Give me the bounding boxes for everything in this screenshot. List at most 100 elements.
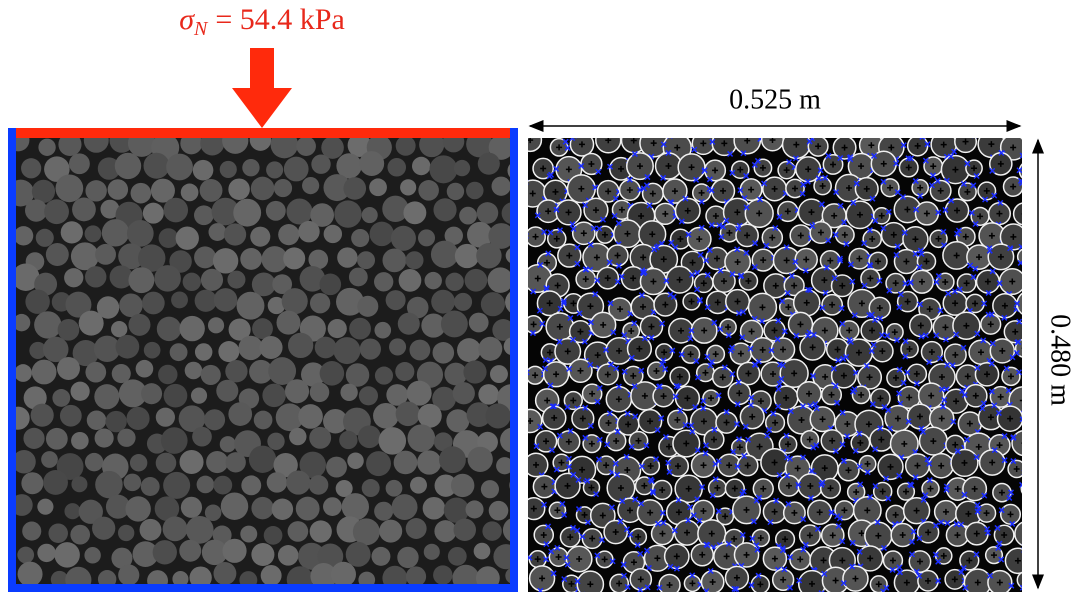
grain — [201, 269, 223, 291]
grain — [266, 201, 286, 221]
contact-mark — [1025, 222, 1030, 227]
grain — [208, 223, 226, 241]
grain — [370, 222, 394, 246]
grain — [163, 516, 188, 541]
grain — [130, 454, 147, 471]
grain — [418, 404, 442, 428]
grain — [108, 179, 128, 199]
grain — [194, 205, 214, 225]
grain — [158, 365, 177, 384]
grain — [251, 543, 274, 566]
grain — [192, 427, 212, 447]
grain — [286, 471, 310, 495]
grain — [488, 267, 514, 293]
grain — [463, 360, 486, 383]
contact-mark — [645, 128, 650, 133]
grain — [136, 360, 154, 378]
grain — [382, 248, 406, 272]
grain — [227, 271, 245, 289]
grain — [179, 450, 203, 474]
grain — [238, 336, 262, 360]
grain — [389, 338, 406, 355]
contact-mark — [667, 133, 672, 138]
grain — [468, 447, 493, 472]
grain — [240, 248, 262, 270]
grain — [220, 161, 237, 178]
grain — [112, 364, 131, 383]
grain — [400, 179, 416, 195]
grain — [204, 409, 225, 430]
grain — [194, 246, 216, 268]
grain — [267, 472, 288, 493]
grain — [37, 499, 53, 515]
grain — [434, 520, 456, 542]
grain — [186, 516, 214, 544]
grain — [375, 367, 393, 385]
grain-outline — [1014, 203, 1036, 225]
grain-center — [1026, 168, 1032, 174]
contact-mark — [1035, 523, 1040, 528]
grain — [240, 526, 257, 543]
grain — [119, 294, 143, 318]
grain — [278, 545, 299, 566]
grain — [392, 494, 418, 520]
grain — [249, 446, 276, 473]
grain — [366, 451, 391, 476]
grain — [105, 411, 126, 432]
grain — [118, 525, 134, 541]
grain-outline — [1021, 480, 1038, 497]
grain — [131, 183, 152, 204]
grain — [476, 243, 501, 268]
grain — [395, 362, 414, 381]
grain — [21, 158, 41, 178]
grain — [346, 542, 371, 567]
grain — [447, 183, 464, 200]
grain — [111, 321, 127, 337]
grain — [195, 343, 212, 360]
figure: σN= 54.4 kPa 0.525 m 0.480 m — [0, 0, 1073, 592]
grain — [433, 198, 456, 221]
grain-center — [1025, 531, 1031, 537]
grain — [183, 273, 201, 291]
load-subscript: N — [193, 18, 209, 40]
grain — [126, 407, 149, 430]
grain — [213, 562, 236, 585]
grain — [64, 503, 80, 519]
grain — [288, 333, 313, 358]
grain — [71, 432, 89, 450]
grain — [181, 497, 202, 518]
grain — [457, 338, 481, 362]
grain — [455, 244, 479, 268]
grain — [118, 564, 139, 585]
grain — [302, 177, 319, 194]
grain — [115, 153, 141, 179]
grain — [85, 453, 103, 471]
grain — [64, 268, 83, 287]
load-value: = 54.4 kPa — [215, 3, 344, 36]
grain — [48, 523, 67, 542]
grain — [241, 475, 261, 495]
grain — [374, 272, 393, 291]
grain — [237, 292, 265, 320]
contact-mark — [1024, 567, 1029, 572]
grain — [478, 384, 499, 405]
load-arrow — [232, 48, 292, 128]
grain — [333, 337, 360, 364]
grain — [454, 293, 472, 311]
grain — [310, 520, 332, 542]
grain — [298, 221, 320, 243]
grain — [478, 337, 502, 361]
grain — [309, 475, 329, 495]
grain — [22, 522, 41, 541]
grain — [311, 155, 330, 174]
grain — [489, 501, 509, 521]
grain — [343, 177, 366, 200]
grain — [412, 157, 430, 175]
grain — [386, 480, 403, 497]
grain — [387, 158, 406, 177]
grain — [334, 200, 361, 227]
grain — [156, 453, 177, 474]
grain — [164, 384, 188, 408]
grain — [371, 547, 390, 566]
grain — [70, 525, 90, 545]
